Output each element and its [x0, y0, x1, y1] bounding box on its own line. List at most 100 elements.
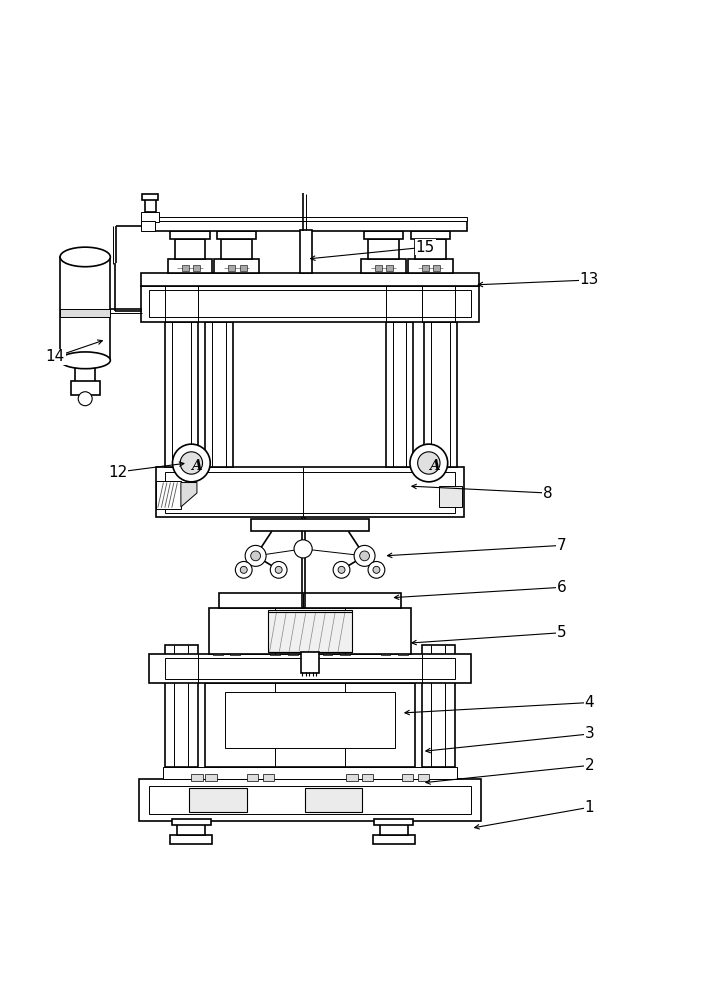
Circle shape: [270, 561, 287, 578]
Bar: [165, 472, 455, 513]
Text: 5: 5: [557, 625, 566, 640]
Text: 8: 8: [543, 486, 553, 501]
Text: 2: 2: [584, 758, 594, 773]
Bar: [263, 774, 274, 781]
Bar: [60, 309, 111, 317]
Bar: [191, 774, 203, 781]
Bar: [139, 779, 482, 821]
Bar: [165, 322, 198, 467]
Text: 13: 13: [580, 272, 599, 287]
Bar: [189, 788, 246, 812]
Polygon shape: [181, 483, 197, 507]
Bar: [70, 381, 100, 395]
Bar: [300, 230, 312, 273]
Bar: [172, 819, 211, 825]
Bar: [288, 648, 298, 655]
Circle shape: [245, 545, 266, 566]
Bar: [218, 231, 256, 239]
Bar: [228, 265, 235, 271]
Bar: [322, 648, 332, 655]
Circle shape: [275, 566, 282, 573]
Circle shape: [333, 561, 350, 578]
Bar: [75, 359, 95, 383]
Bar: [177, 823, 206, 835]
Bar: [163, 767, 457, 779]
Bar: [170, 835, 213, 844]
Text: 15: 15: [415, 240, 435, 255]
Bar: [417, 774, 429, 781]
Bar: [149, 654, 471, 683]
Bar: [141, 212, 158, 222]
Bar: [270, 648, 280, 655]
Bar: [209, 608, 411, 654]
Bar: [141, 273, 479, 286]
Bar: [380, 823, 408, 835]
Bar: [364, 231, 403, 239]
Circle shape: [78, 392, 92, 406]
Bar: [170, 231, 210, 239]
Bar: [368, 239, 398, 259]
Bar: [433, 265, 440, 271]
Bar: [206, 774, 217, 781]
Bar: [149, 786, 471, 814]
Bar: [206, 322, 233, 467]
Bar: [251, 519, 370, 531]
Bar: [144, 198, 156, 212]
Circle shape: [251, 551, 260, 561]
Bar: [301, 652, 319, 673]
Text: 4: 4: [584, 695, 594, 710]
Circle shape: [368, 561, 385, 578]
Circle shape: [410, 444, 448, 482]
Bar: [402, 774, 413, 781]
Bar: [422, 265, 429, 271]
Circle shape: [417, 452, 440, 474]
Bar: [213, 648, 222, 655]
Ellipse shape: [60, 352, 111, 369]
Bar: [60, 257, 111, 360]
Text: 14: 14: [46, 349, 65, 364]
Bar: [398, 648, 408, 655]
Bar: [141, 286, 479, 322]
Circle shape: [354, 545, 375, 566]
Bar: [149, 290, 471, 317]
Bar: [247, 774, 258, 781]
Bar: [386, 265, 394, 271]
Bar: [362, 774, 373, 781]
Bar: [142, 194, 158, 200]
Bar: [168, 259, 213, 273]
Bar: [165, 658, 455, 679]
Text: 1: 1: [584, 800, 594, 815]
Bar: [439, 486, 463, 507]
Bar: [361, 259, 406, 273]
Bar: [375, 819, 413, 825]
Bar: [305, 788, 362, 812]
Bar: [386, 322, 413, 467]
Circle shape: [360, 551, 370, 561]
Circle shape: [180, 452, 203, 474]
Bar: [424, 322, 457, 467]
Circle shape: [338, 566, 345, 573]
Bar: [239, 265, 246, 271]
Circle shape: [294, 540, 312, 558]
Bar: [225, 692, 396, 748]
Bar: [156, 467, 464, 517]
Ellipse shape: [60, 247, 111, 267]
Text: A: A: [429, 459, 440, 473]
Bar: [230, 648, 240, 655]
Text: 12: 12: [108, 465, 127, 480]
Bar: [422, 645, 455, 767]
Bar: [165, 645, 199, 767]
Text: A: A: [191, 459, 202, 473]
Text: 7: 7: [557, 538, 566, 553]
Bar: [153, 221, 467, 231]
Bar: [340, 648, 350, 655]
Bar: [381, 648, 391, 655]
Circle shape: [373, 566, 380, 573]
Bar: [219, 593, 401, 608]
Bar: [175, 239, 206, 259]
Bar: [346, 774, 358, 781]
Bar: [182, 265, 189, 271]
Bar: [415, 239, 446, 259]
Bar: [193, 265, 200, 271]
Bar: [410, 231, 450, 239]
